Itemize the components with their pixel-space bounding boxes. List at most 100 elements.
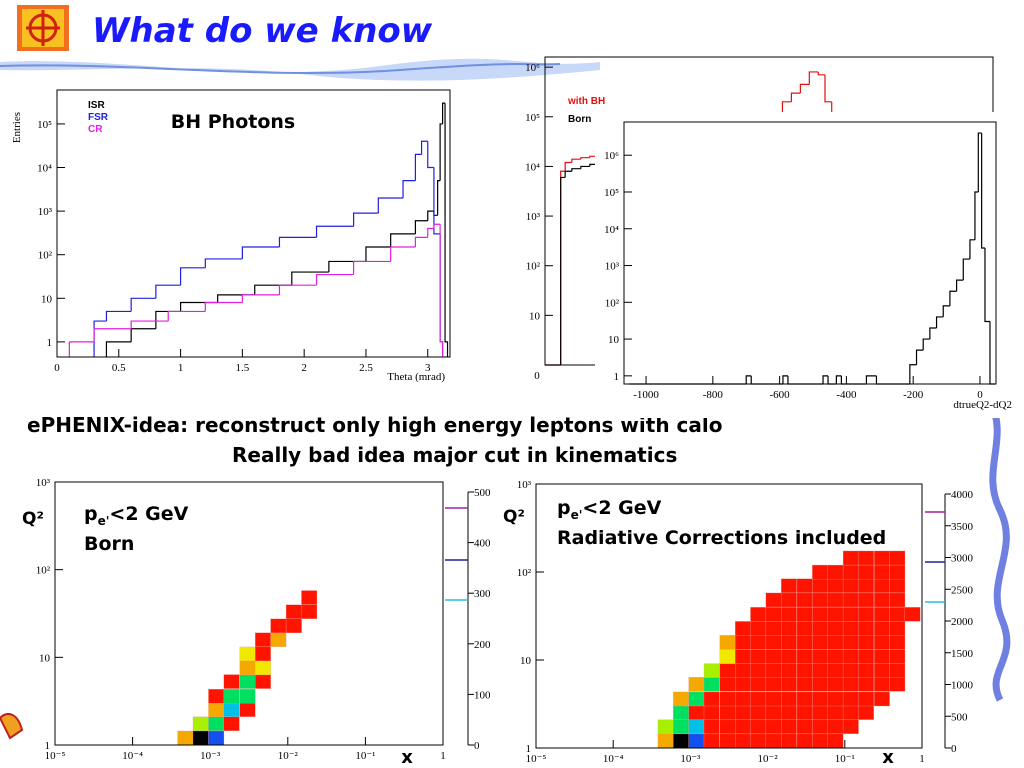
histogram-bin bbox=[808, 71, 819, 85]
heatmap-cell bbox=[719, 705, 736, 720]
histogram-bin bbox=[390, 246, 416, 262]
histogram-bin bbox=[790, 92, 801, 102]
heatmap-cell bbox=[889, 550, 906, 566]
histogram-bin bbox=[353, 212, 379, 227]
x-tick-label: 1 bbox=[178, 362, 184, 374]
heatmap-cell bbox=[765, 691, 782, 707]
histogram-bin bbox=[922, 338, 930, 351]
y-tick-label: 10 bbox=[520, 655, 532, 667]
x-axis-label: x bbox=[882, 747, 894, 768]
heatmap-cell bbox=[719, 733, 736, 749]
heatmap-cell bbox=[735, 733, 751, 749]
plot-background bbox=[595, 112, 1015, 418]
heatmap-cell bbox=[703, 719, 720, 734]
heatmap-cell bbox=[812, 719, 828, 734]
x-tick-label: 10⁻³ bbox=[680, 753, 701, 765]
heatmap-cell bbox=[223, 716, 240, 732]
heatmap-cell bbox=[842, 607, 859, 622]
y-tick-label: 10² bbox=[517, 567, 532, 579]
heatmap-cell bbox=[750, 607, 767, 622]
heatmap-cell bbox=[827, 719, 844, 734]
heatmap-cell bbox=[812, 621, 828, 636]
heatmap-cell bbox=[239, 674, 256, 689]
histogram-bin bbox=[427, 227, 434, 238]
y-tick-label: 10⁶ bbox=[604, 150, 619, 162]
y-tick-label: 10 bbox=[41, 293, 53, 305]
heatmap-cell bbox=[889, 578, 906, 593]
histogram-bin bbox=[955, 279, 964, 292]
heatmap-cell bbox=[255, 674, 271, 689]
heatmap-cell bbox=[223, 674, 240, 689]
histogram-bin bbox=[414, 153, 422, 181]
z-tick-label: 2000 bbox=[951, 616, 974, 628]
heatmap-cell bbox=[812, 607, 828, 622]
heatmap-cell bbox=[812, 578, 828, 593]
heatmap-cell bbox=[735, 649, 751, 664]
plot-area: 1 10 10² 10³ 10⁴ 10⁵ 10⁶ -1000 -800 -600 -400 -200 0… bbox=[604, 121, 1012, 411]
heatmap-cell bbox=[889, 635, 906, 650]
heatmap-cell bbox=[858, 621, 874, 636]
heatmap-cell bbox=[858, 592, 874, 608]
heatmap-cell bbox=[239, 702, 256, 717]
heatmap-cell bbox=[192, 730, 209, 746]
z-tick-label: 500 bbox=[951, 711, 968, 723]
heatmap-cell bbox=[827, 635, 844, 650]
heatmap-cell bbox=[889, 564, 906, 580]
heatmap-cell bbox=[812, 663, 828, 678]
heatmap-cell bbox=[874, 578, 890, 593]
histogram-bin bbox=[402, 180, 416, 198]
heatmap-cell bbox=[750, 635, 767, 650]
heatmap-cell bbox=[688, 691, 705, 707]
annotation-part: p bbox=[84, 503, 98, 525]
histogram-bin bbox=[981, 133, 985, 249]
x-tick-label: -1000 bbox=[633, 389, 659, 401]
histogram-bin bbox=[962, 258, 970, 281]
heatmap-cell bbox=[223, 688, 240, 704]
z-tick-label: 3500 bbox=[951, 521, 974, 533]
histogram-bin bbox=[204, 258, 243, 268]
histogram-bin bbox=[427, 141, 434, 169]
heatmap-cell bbox=[673, 733, 689, 749]
heatmap-cell bbox=[889, 592, 906, 608]
heatmap-cell bbox=[750, 677, 767, 692]
heatmap-cell bbox=[827, 663, 844, 678]
heatmap-cell bbox=[208, 716, 225, 732]
histogram-bin bbox=[390, 233, 416, 248]
histogram-bin bbox=[580, 157, 590, 160]
x-tick-label: 0 bbox=[977, 389, 983, 401]
histogram-bin bbox=[824, 74, 832, 103]
heatmap-cell bbox=[874, 649, 890, 664]
histogram-bin bbox=[942, 305, 950, 317]
heatmap-cell bbox=[796, 578, 813, 593]
x-tick-label: 2.5 bbox=[359, 362, 373, 374]
heatmap-cell bbox=[750, 691, 767, 707]
histogram-bin bbox=[68, 341, 95, 357]
histogram-bin bbox=[93, 328, 132, 342]
heatmap-cell bbox=[765, 733, 782, 749]
slide-title: What do we know bbox=[92, 11, 433, 51]
heatmap-cell bbox=[765, 607, 782, 622]
heatmap-cell bbox=[673, 705, 689, 720]
histogram-bin bbox=[93, 320, 107, 357]
heatmap-cell bbox=[842, 677, 859, 692]
heatmap-cell bbox=[239, 660, 256, 676]
heatmap-cell bbox=[858, 550, 874, 566]
heatmap-cell bbox=[796, 705, 813, 720]
y-tick-label: 10² bbox=[38, 250, 53, 262]
heatmap-cell bbox=[223, 702, 240, 717]
heatmap-cell bbox=[827, 578, 844, 593]
heatmap-cell bbox=[703, 733, 720, 749]
heatmap-cell bbox=[703, 677, 720, 692]
y-axis-label: Q² bbox=[503, 507, 525, 527]
heatmap-cell bbox=[765, 705, 782, 720]
heatmap-cell bbox=[812, 705, 828, 720]
heatmap-cell bbox=[301, 590, 318, 605]
heatmap-cell bbox=[719, 663, 736, 678]
x-axis-label: dtrueQ2-dQ2 bbox=[953, 399, 1012, 411]
heatmap-cell bbox=[750, 719, 767, 734]
plot-frame bbox=[54, 481, 444, 746]
z-tick-label: 4000 bbox=[951, 489, 974, 501]
heatmap-cell bbox=[874, 691, 890, 707]
histogram-bin bbox=[241, 246, 280, 259]
heatmap-cell bbox=[781, 649, 797, 664]
